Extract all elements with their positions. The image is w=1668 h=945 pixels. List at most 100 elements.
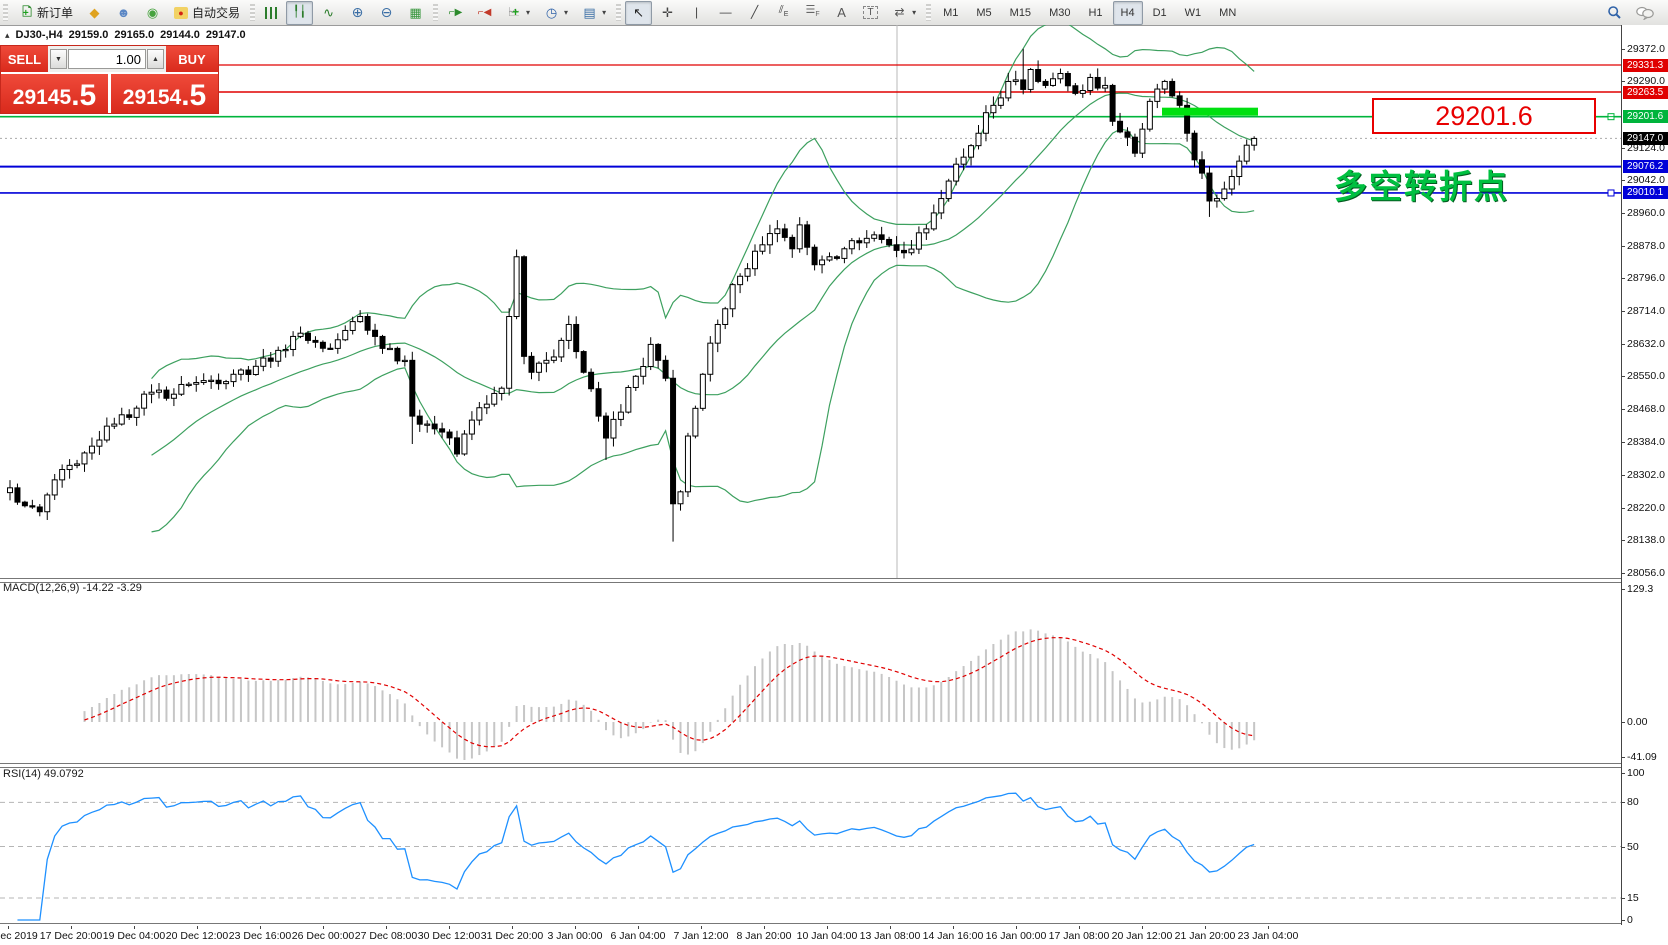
candle-body (1117, 120, 1124, 133)
zoom-out-button[interactable]: ⊖ (373, 1, 400, 25)
macd-pane-canvas[interactable] (0, 581, 1621, 763)
timeframe-button-h4[interactable]: H4 (1112, 0, 1143, 25)
candle-body (237, 369, 244, 375)
pane-separator[interactable] (0, 763, 1668, 768)
crosshair-button[interactable]: ✛ (654, 1, 681, 25)
buy-button[interactable]: BUY (166, 46, 218, 72)
timeframe-button-w1[interactable]: W1 (1184, 6, 1202, 19)
toolbar-grip[interactable] (433, 4, 439, 21)
toolbar-grip[interactable] (926, 4, 932, 21)
text-button[interactable]: A (828, 1, 855, 25)
candle-body (185, 383, 192, 386)
candle-body (416, 415, 423, 425)
line-chart-button[interactable]: ∿ (315, 1, 342, 25)
volume-decrease-button[interactable]: ▼ (50, 49, 67, 69)
highlight-bar-object[interactable] (1162, 107, 1258, 116)
timeframe-button-m30[interactable]: M30 (1049, 6, 1071, 19)
candle-body (327, 347, 334, 350)
buy-price-box[interactable]: 29154 .5 (111, 74, 218, 113)
volume-field[interactable]: 1.00 (68, 49, 146, 69)
toolbar-grip[interactable] (250, 4, 256, 21)
rsi-pane-canvas[interactable] (0, 766, 1621, 923)
new-order-icon: 🗋+ (22, 4, 32, 19)
chart-title-line: ▴ DJ30-,H4 29159.0 29165.0 29144.0 29147… (5, 29, 246, 41)
candle-body (498, 387, 505, 394)
candle-body (394, 347, 401, 362)
tile-windows-button[interactable]: ▦ (402, 1, 429, 25)
candle-body (573, 323, 580, 353)
zoom-in-button[interactable]: ⊕ (344, 1, 371, 25)
candle-body (88, 445, 95, 454)
time-tick-mark (701, 926, 702, 929)
time-tick-mark (1205, 926, 1206, 929)
vertical-line-button[interactable]: | (683, 1, 710, 25)
toolbar-grip[interactable] (3, 4, 8, 21)
chat-button[interactable] (1630, 1, 1660, 25)
timeframe-button-d1[interactable]: D1 (1152, 6, 1167, 19)
new-order-button[interactable]: 🗋+ 新订单 (12, 1, 79, 25)
search-button[interactable] (1601, 1, 1628, 25)
timeframe-button-m5[interactable]: M5 (976, 6, 992, 19)
gold-button[interactable]: ◆ (81, 1, 108, 25)
fibonacci-button[interactable]: ☰F (799, 1, 826, 25)
text-label-button[interactable]: T (857, 1, 884, 25)
indicators-button[interactable]: 🗠+ ▾ (500, 1, 536, 25)
chart-shift-button[interactable]: ⌐▶ (442, 1, 469, 25)
candle-body (632, 375, 639, 388)
signals-button[interactable]: ◉ (139, 1, 166, 25)
candle-body (156, 389, 162, 393)
sell-button[interactable]: SELL (1, 46, 48, 72)
timeframe-button-m1[interactable]: M1 (943, 6, 959, 19)
candle-body (170, 393, 177, 399)
price-tick-label: 28056.0 (1627, 567, 1665, 580)
candle-body (133, 407, 140, 418)
axis-tick-mark (1621, 81, 1625, 83)
time-tick-label: 17 Jan 08:00 (1048, 930, 1110, 942)
toolbar-grip[interactable] (616, 4, 622, 21)
autotrading-button[interactable]: ● 自动交易 (168, 1, 246, 25)
chevron-down-icon: ▾ (602, 8, 607, 17)
candle-body (617, 411, 624, 420)
candle-body (766, 233, 773, 246)
equidistant-channel-button[interactable]: ⫽E (770, 1, 797, 25)
candle-body (1206, 172, 1213, 202)
cursor-button[interactable]: ↖ (625, 0, 653, 25)
candle-body (267, 357, 274, 362)
bar-chart-button[interactable] (259, 1, 284, 25)
time-tick-label: 8 Jan 20:00 (736, 930, 792, 942)
price-annotation-box[interactable]: 29201.6 (1372, 98, 1596, 134)
rsi-line (17, 792, 1255, 921)
timeframe-button-m15[interactable]: M15 (1009, 6, 1032, 19)
timeframe-button-h1[interactable]: H1 (1088, 6, 1103, 19)
candle-body (811, 246, 818, 266)
candle-body (319, 341, 326, 349)
auto-scroll-button[interactable]: ⌐◀ (471, 1, 498, 25)
candle-body (126, 414, 133, 418)
candle-body (439, 428, 446, 433)
timeframe-button-mn[interactable]: MN (1219, 6, 1237, 19)
volume-increase-button[interactable]: ▲ (147, 49, 164, 69)
sell-price-main: 29145 (12, 86, 72, 109)
time-tick-label: 13 Jan 08:00 (859, 930, 921, 942)
periods-button[interactable]: ◷ ▾ (538, 1, 574, 25)
line-drag-handle[interactable] (1607, 189, 1615, 197)
candlestick-chart-button[interactable]: ╿╽ (286, 0, 314, 25)
pane-separator[interactable] (0, 578, 1668, 583)
volume-spinner: ▼ 1.00 ▲ (48, 46, 166, 72)
macd-value-main: -14.22 (82, 582, 114, 594)
price-axis[interactable]: 29372.0 29290.0 29124.0 29042.0 28960.0 28878… (1621, 25, 1668, 926)
community-button[interactable]: ☻ (110, 1, 137, 25)
sell-price-box[interactable]: 29145 .5 (1, 74, 108, 113)
templates-button[interactable]: ▤ ▾ (576, 1, 612, 25)
macd-label: MACD(12,26,9) -14.22 -3.29 (3, 582, 142, 594)
main-chart-canvas[interactable] (0, 25, 1621, 578)
timeframe-toolbar: M1 M5 M15 M30 H1 H4 D1 W1 MN (934, 0, 1245, 25)
line-chart-icon: ∿ (323, 5, 334, 20)
horizontal-line-button[interactable]: — (712, 1, 739, 25)
axis-tick-mark (1621, 245, 1625, 247)
shapes-button[interactable]: ⇄ ▾ (886, 1, 922, 25)
trendline-button[interactable]: ╱ (741, 1, 768, 25)
candle-body (1079, 90, 1086, 94)
candle-body (200, 380, 207, 384)
